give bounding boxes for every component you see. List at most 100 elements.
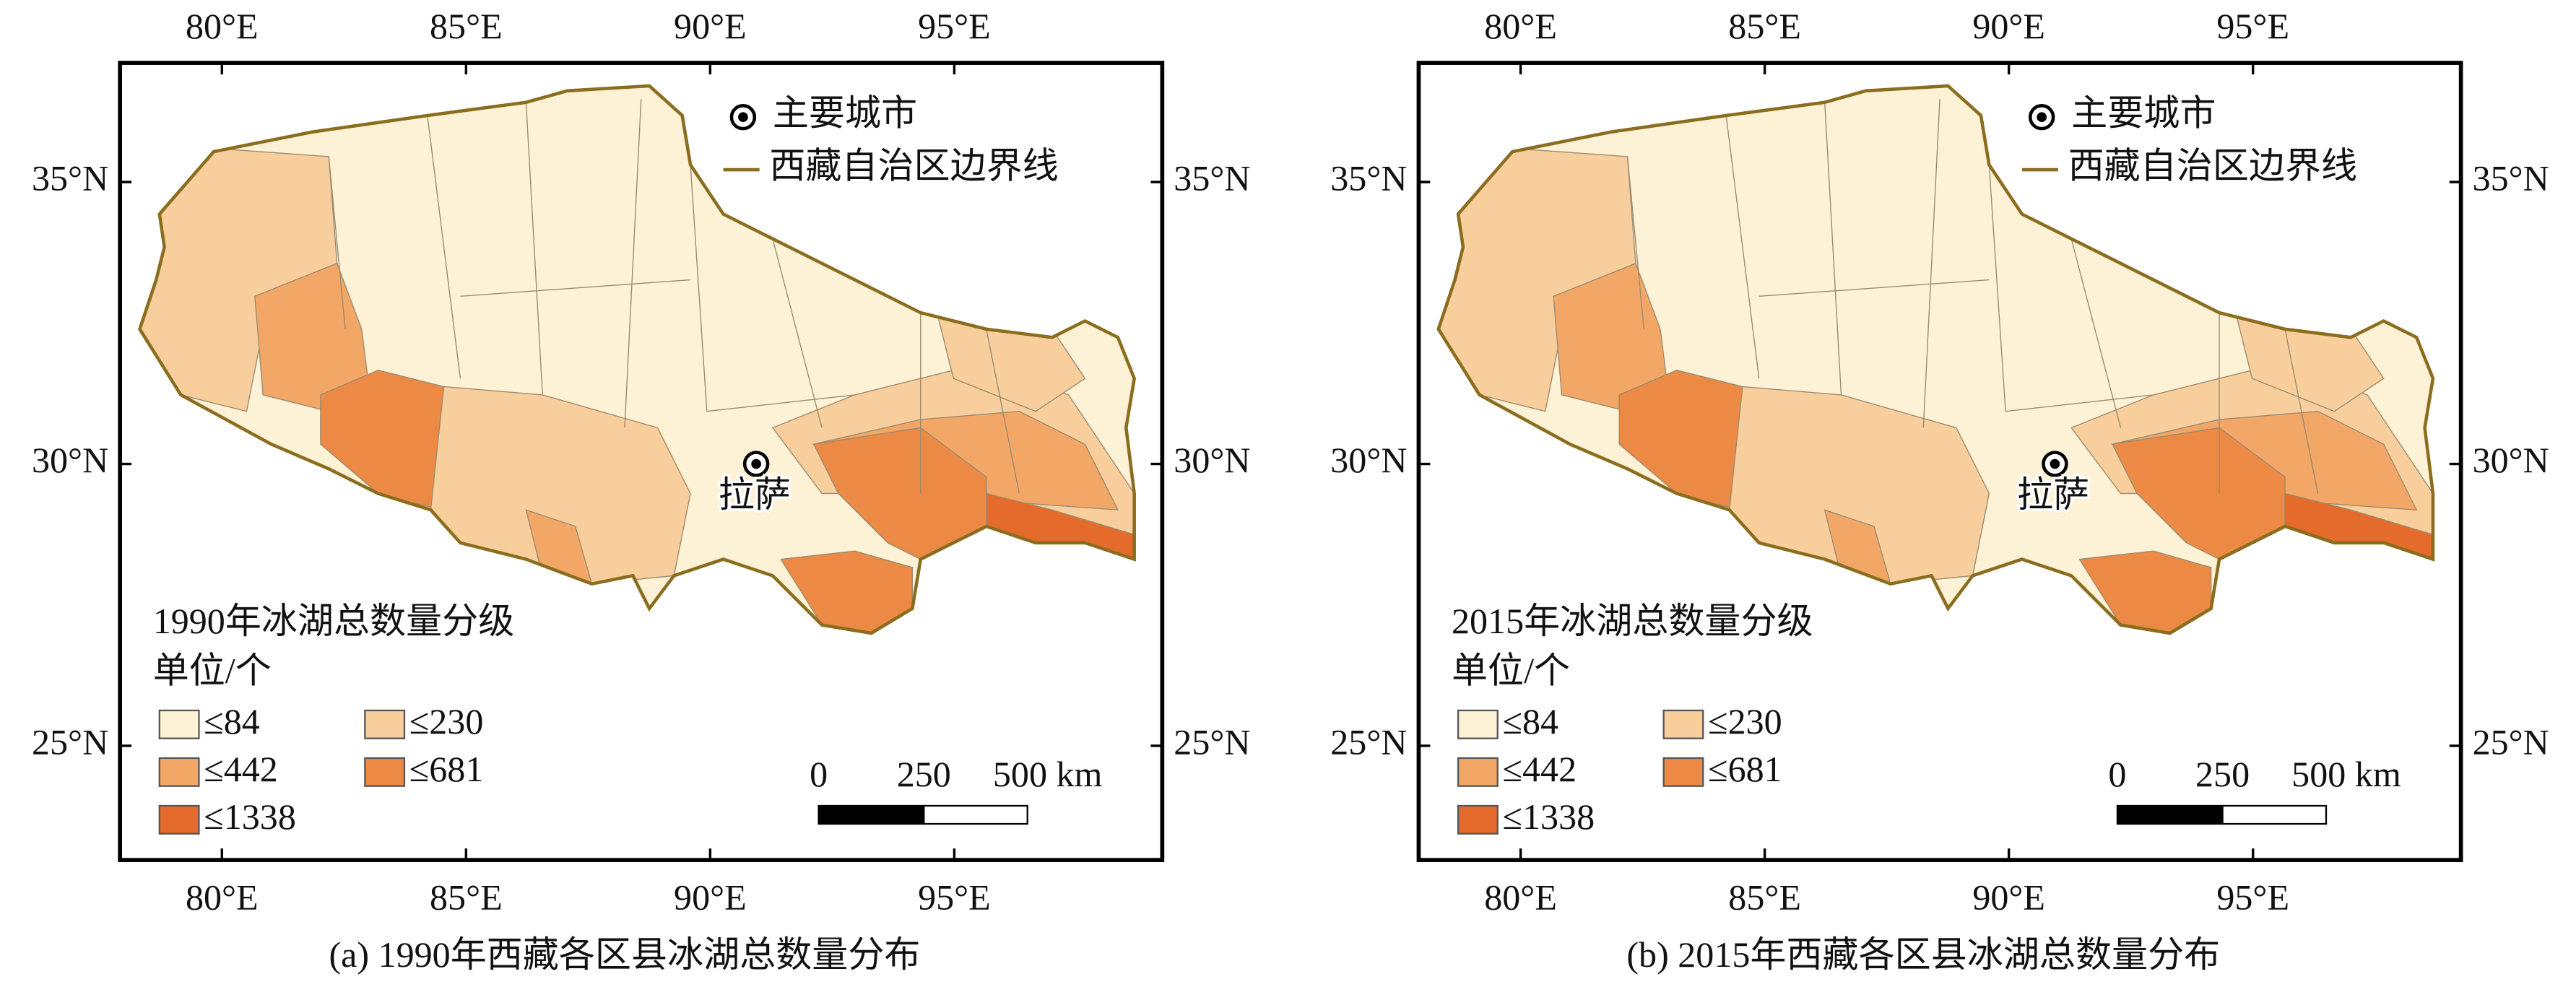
district-border (2070, 238, 2122, 428)
district-border (2284, 329, 2319, 494)
legend-swatch (1457, 804, 1499, 835)
district-border (1758, 279, 1990, 297)
legend-swatch (158, 804, 200, 835)
lat-label: 30°N (2473, 440, 2549, 480)
districts (1438, 99, 2433, 633)
scale-black (2116, 804, 2224, 825)
legend-city: 主要城市 (773, 93, 917, 134)
district-border (2005, 394, 2154, 412)
legend-swatch (1457, 757, 1499, 787)
legend-label: ≤442 (204, 749, 278, 789)
legend-title: 1990年冰湖总数量分级 (153, 601, 515, 641)
lon-label: 90°E (674, 877, 747, 918)
district-border (986, 329, 1020, 494)
legend-swatch (364, 757, 406, 787)
lat-label: 35°N (2473, 158, 2549, 199)
district-border (427, 115, 461, 379)
map-panel: 80°E 80°E 85°E 85°E 90°E 90°E 95°E 95°E 35°N 35°N… (1330, 6, 2549, 975)
lon-label: 95°E (2216, 877, 2289, 918)
district-border (1922, 99, 1940, 428)
lon-label: 90°E (1972, 877, 2045, 918)
lat-label: 25°N (1330, 721, 1407, 762)
legend-city: 主要城市 (2071, 93, 2216, 134)
scale-label: 250 (897, 754, 951, 794)
legend-boundary: 西藏自治区边界线 (2068, 146, 2358, 186)
district (320, 370, 445, 511)
legend-unit: 单位/个 (1452, 650, 1570, 690)
district-border (772, 238, 823, 428)
scale-label: 500 km (2291, 754, 2401, 794)
lat-label: 30°N (32, 440, 108, 480)
boundary (137, 84, 1137, 635)
legend-label: ≤230 (409, 701, 484, 742)
map-panel: 80°E 80°E 85°E 85°E 90°E 90°E 95°E 95°E 35°N 35°N… (32, 6, 1251, 975)
city-dot (2037, 112, 2047, 123)
legend-label: ≤1338 (1503, 796, 1595, 837)
district-border (624, 99, 642, 428)
legend-label: ≤84 (204, 701, 260, 742)
boundary (1436, 84, 2435, 635)
lon-label: 80°E (186, 877, 259, 918)
lon-label: 95°E (918, 6, 991, 46)
scale-label: 500 km (993, 754, 1103, 794)
legend-swatch (158, 757, 200, 787)
district-border (1988, 165, 2006, 412)
frame (1416, 61, 2463, 862)
lon-label: 85°E (1728, 6, 1801, 46)
legend-boundary: 西藏自治区边界线 (769, 146, 1059, 186)
scale-white (2221, 804, 2328, 825)
lon-label: 85°E (1728, 877, 1801, 918)
scale-label: 0 (810, 754, 828, 794)
district-border (706, 394, 855, 412)
legend-swatch (1457, 709, 1499, 739)
lon-label: 80°E (186, 6, 259, 46)
lon-label: 80°E (1484, 877, 1557, 918)
district-border (1626, 156, 1645, 329)
frame (118, 61, 1165, 862)
city-dot (2050, 458, 2060, 469)
legend-label: ≤230 (1708, 701, 1782, 742)
lat-label: 35°N (32, 158, 108, 199)
scale-white (923, 804, 1028, 825)
district-border (525, 102, 543, 395)
legend-label: ≤1338 (204, 796, 296, 837)
caption: (b) 2015年西藏各区县冰湖总数量分布 (1626, 934, 2220, 975)
lat-label: 25°N (1174, 721, 1250, 762)
city-dot (751, 458, 761, 469)
scale-black (818, 804, 925, 825)
lat-label: 35°N (1330, 158, 1407, 199)
scale-label: 250 (2195, 754, 2250, 794)
lon-label: 85°E (430, 877, 503, 918)
lon-label: 95°E (2216, 6, 2289, 46)
lon-label: 95°E (918, 877, 991, 918)
legend-title: 2015年冰湖总数量分级 (1452, 601, 1813, 641)
caption: (a) 1990年西藏各区县冰湖总数量分布 (329, 934, 920, 975)
lat-label: 25°N (2473, 721, 2549, 762)
lat-label: 30°N (1330, 440, 1407, 480)
legend-label: ≤681 (409, 749, 484, 789)
legend-swatch (158, 709, 200, 739)
city-dot (738, 112, 748, 123)
lat-label: 35°N (1174, 158, 1250, 199)
legend-label: ≤442 (1503, 749, 1577, 789)
legend-swatch (1662, 709, 1704, 739)
lon-label: 90°E (674, 6, 747, 46)
district (1618, 370, 1743, 511)
city-label: 拉萨 (2017, 474, 2089, 515)
lat-label: 30°N (1174, 440, 1250, 480)
legend-swatch (1662, 757, 1704, 787)
city-label: 拉萨 (719, 474, 791, 515)
district-border (1824, 102, 1842, 395)
district-border (1725, 115, 1760, 379)
lon-label: 85°E (430, 6, 503, 46)
lon-label: 90°E (1972, 6, 2045, 46)
district-border (328, 156, 346, 329)
district-border (460, 279, 691, 297)
legend-label: ≤84 (1503, 701, 1559, 742)
lat-label: 25°N (32, 721, 108, 762)
legend-swatch (364, 709, 406, 739)
lon-label: 80°E (1484, 6, 1557, 46)
district-border (690, 165, 708, 412)
